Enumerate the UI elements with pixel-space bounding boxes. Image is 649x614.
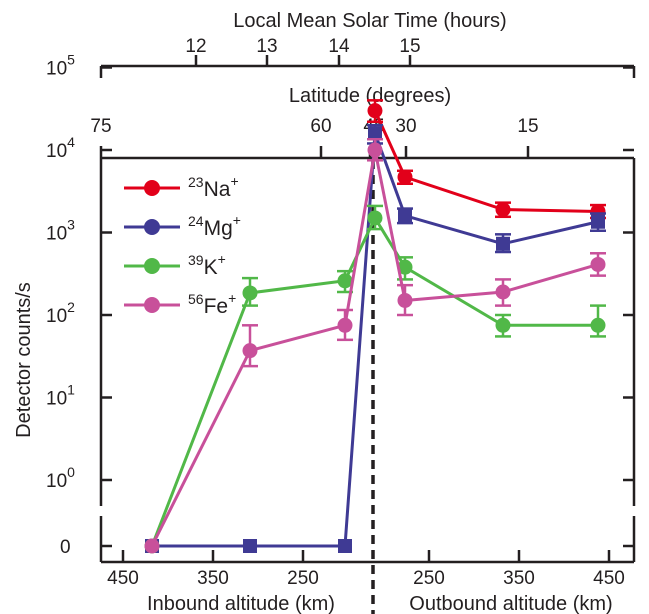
y-tick-label: 104 <box>46 134 75 162</box>
inbound-tick-350: 350 <box>197 568 229 589</box>
data-point <box>397 169 413 185</box>
legend-marker <box>144 180 160 196</box>
legend-marker <box>144 258 160 274</box>
legend-marker <box>144 219 160 235</box>
data-point <box>338 539 352 553</box>
data-point <box>242 343 258 359</box>
y-tick-label: 101 <box>46 382 75 410</box>
y-axis-ticks: 0 100 101 102 103 104 105 <box>46 52 634 558</box>
series-layer <box>144 99 606 554</box>
y-tick-label: 105 <box>46 52 75 80</box>
legend-label-k: 39K+ <box>188 251 226 279</box>
data-point <box>367 210 383 226</box>
series-fe <box>144 137 606 554</box>
series-line-k <box>150 214 598 547</box>
series-k <box>144 204 606 554</box>
solar-tick-14: 14 <box>328 36 350 57</box>
data-point <box>367 142 383 158</box>
inbound-tick-250: 250 <box>287 568 319 589</box>
data-point <box>590 317 606 333</box>
data-point <box>496 236 510 251</box>
data-point <box>144 538 160 554</box>
data-point <box>591 214 605 229</box>
data-point <box>398 208 412 223</box>
data-point <box>397 259 413 275</box>
data-point <box>337 273 353 289</box>
latitude-tick-30: 30 <box>395 116 416 137</box>
latitude-tick-60: 60 <box>310 116 331 137</box>
data-point <box>495 284 511 300</box>
outbound-tick-350: 350 <box>503 568 535 589</box>
legend-label-mg: 24Mg+ <box>188 212 241 240</box>
top-axis-latitude-label: Latitude (degrees) <box>289 85 451 107</box>
data-point <box>367 103 383 119</box>
latitude-tick-15: 15 <box>517 116 538 137</box>
bottom-axis: 450 350 250 250 350 450 Inbound altitude… <box>107 550 625 614</box>
solar-tick-13: 13 <box>256 36 277 57</box>
outbound-tick-250: 250 <box>413 568 445 589</box>
y-tick-label: 103 <box>46 217 75 245</box>
top-axis-solar-time-label: Local Mean Solar Time (hours) <box>233 10 506 32</box>
legend: 23Na+ 24Mg+ 39K+ 56Fe+ <box>124 173 241 318</box>
legend-marker <box>144 297 160 313</box>
data-point <box>337 317 353 333</box>
y-axis-label: Detector counts/s <box>13 282 35 438</box>
top-axis-solar-time: Local Mean Solar Time (hours) 12 13 14 1… <box>99 10 636 78</box>
inbound-axis-label: Inbound altitude (km) <box>147 593 335 614</box>
solar-tick-15: 15 <box>399 36 420 57</box>
legend-label-na: 23Na+ <box>188 173 239 201</box>
solar-tick-12: 12 <box>185 36 206 57</box>
legend-label-fe: 56Fe+ <box>188 290 236 318</box>
y-tick-label: 102 <box>46 299 75 327</box>
inbound-tick-450: 450 <box>107 568 139 589</box>
top-axis-latitude: Latitude (degrees) 75 60 45 30 15 <box>90 85 538 137</box>
y-tick-label: 0 <box>60 537 71 558</box>
data-point <box>590 256 606 272</box>
series-line-na <box>373 110 599 213</box>
plot-frame <box>99 146 636 564</box>
latitude-tick-75: 75 <box>90 116 111 137</box>
outbound-axis-label: Outbound altitude (km) <box>409 593 612 614</box>
y-tick-label: 100 <box>46 464 75 492</box>
data-point <box>242 285 258 301</box>
data-point <box>368 126 382 141</box>
data-point <box>397 292 413 308</box>
data-point <box>243 539 257 553</box>
data-point <box>495 317 511 333</box>
data-point <box>495 202 511 218</box>
outbound-tick-450: 450 <box>593 568 625 589</box>
